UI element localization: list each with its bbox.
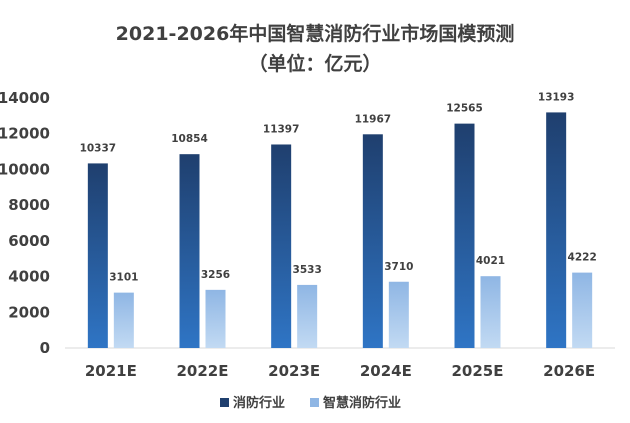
bar-fire-industry-2024E: [362, 134, 383, 348]
legend: 消防行业 智慧消防行业: [220, 395, 401, 411]
bar-smart-fire-industry-2023E: [297, 284, 318, 348]
bar-fire-industry-2022E: [179, 154, 200, 348]
y-tick-label: 8000: [8, 196, 50, 214]
data-label: 3101: [109, 272, 138, 284]
data-label: 11397: [263, 123, 300, 135]
data-label: 4222: [568, 252, 597, 264]
data-label: 10337: [80, 142, 117, 154]
bar-smart-fire-industry-2026E: [572, 272, 593, 348]
bar-fire-industry-2025E: [454, 123, 475, 348]
y-tick-label: 10000: [0, 160, 50, 178]
x-tick-label: 2021E: [85, 362, 137, 380]
y-axis: 0 2000 4000 6000 8000 10000 12000 14000: [0, 89, 50, 357]
data-label: 11967: [355, 113, 392, 125]
data-label: 3710: [384, 261, 413, 273]
x-tick-label: 2024E: [360, 362, 412, 380]
legend-label: 智慧消防行业: [323, 395, 401, 411]
bar-fire-industry-2021E: [87, 163, 108, 348]
x-tick-label: 2023E: [268, 362, 320, 380]
data-label: 3533: [293, 264, 322, 276]
legend-label: 消防行业: [233, 395, 285, 411]
y-tick-label: 4000: [8, 268, 50, 286]
legend-swatch: [310, 398, 319, 407]
data-label: 12565: [446, 103, 483, 115]
y-tick-label: 2000: [8, 303, 50, 321]
data-label: 10854: [171, 133, 208, 145]
bar-fire-industry-2026E: [546, 112, 567, 349]
x-axis: 2021E 2022E 2023E 2024E 2025E 2026E: [85, 362, 595, 380]
x-tick-label: 2022E: [177, 362, 229, 380]
bar-smart-fire-industry-2021E: [113, 292, 134, 348]
bar-smart-fire-industry-2025E: [480, 276, 501, 348]
legend-swatch: [220, 398, 229, 407]
bars-group: 10337 3101 10854 3256 11397 3533 11967 3710 1256…: [80, 91, 597, 349]
x-tick-label: 2025E: [452, 362, 504, 380]
y-tick-label: 6000: [8, 232, 50, 250]
bar-smart-fire-industry-2022E: [205, 289, 226, 348]
y-tick-label: 12000: [0, 125, 50, 143]
data-label: 4021: [476, 255, 505, 267]
data-label: 13193: [538, 91, 575, 103]
x-tick-label: 2026E: [543, 362, 595, 380]
chart-title: 2021-2026年中国智慧消防行业市场国模预测: [116, 22, 515, 45]
chart-subtitle: （单位：亿元）: [248, 52, 381, 75]
y-tick-label: 14000: [0, 89, 50, 107]
bar-fire-industry-2023E: [271, 144, 292, 348]
data-label: 3256: [201, 269, 230, 281]
y-tick-label: 0: [40, 339, 50, 357]
bar-smart-fire-industry-2024E: [388, 281, 409, 348]
